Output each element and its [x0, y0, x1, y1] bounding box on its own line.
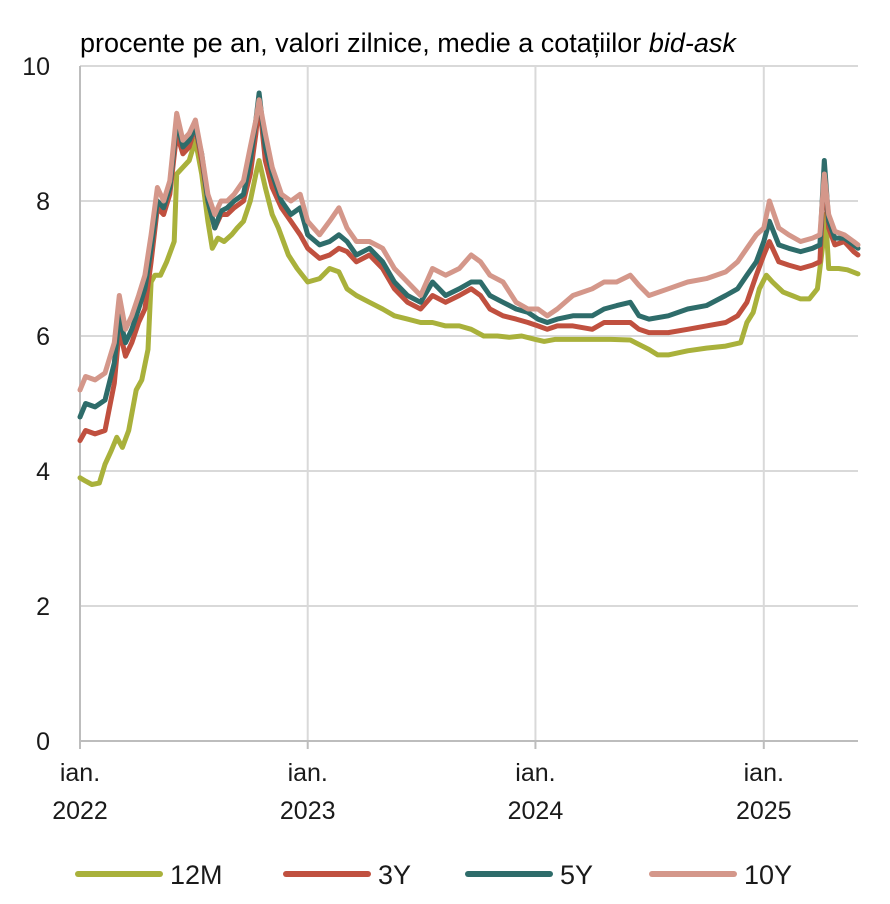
chart-subtitle: procente pe an, valori zilnice, medie a …	[80, 28, 737, 58]
series-line-12m	[77, 137, 861, 487]
legend-label-10y: 10Y	[744, 860, 792, 890]
x-tick-label-year: 2023	[280, 797, 336, 825]
x-tick-label-year: 2024	[508, 797, 564, 825]
x-tick-label-year: 2022	[52, 797, 108, 825]
chart-subtitle-main: procente pe an, valori zilnice, medie a …	[80, 28, 641, 58]
legend-label-5y: 5Y	[560, 860, 593, 890]
x-tick-label-month: ian.	[744, 759, 784, 787]
legend-label-3y: 3Y	[378, 860, 411, 890]
series-line-10y	[77, 97, 861, 393]
legend: 12M 3Y 5Y 10Y	[75, 860, 792, 890]
axes: 0 2 4 6 8 10 ian. 2022 ian. 2023 ian. 2024 ian. 2025	[22, 53, 858, 825]
y-tick-label: 2	[36, 593, 50, 621]
x-tick-label-month: ian.	[60, 759, 100, 787]
series-lines	[77, 90, 861, 487]
y-tick-label: 8	[36, 188, 50, 216]
x-tick-label-month: ian.	[515, 759, 555, 787]
y-tick-label: 4	[36, 458, 50, 486]
y-tick-label: 6	[36, 323, 50, 351]
gridlines	[80, 65, 858, 741]
x-tick-label-year: 2025	[736, 797, 792, 825]
x-tick-label-month: ian.	[288, 759, 328, 787]
y-tick-label: 10	[22, 53, 50, 81]
y-tick-label: 0	[36, 728, 50, 756]
legend-label-12m: 12M	[170, 860, 223, 890]
chart-subtitle-italic: bid-ask	[649, 28, 738, 58]
